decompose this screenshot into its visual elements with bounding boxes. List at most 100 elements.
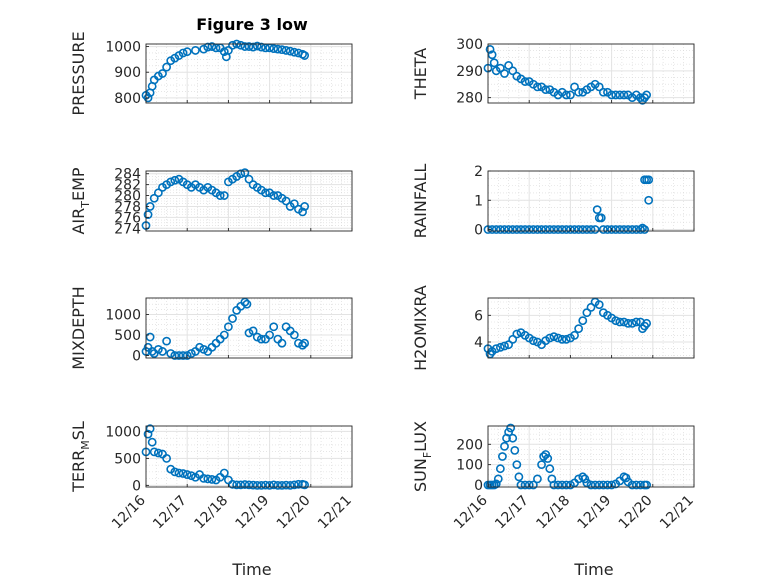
data-point [619, 90, 629, 100]
data-point [623, 225, 633, 234]
data-point [269, 322, 279, 332]
data-point [512, 225, 522, 234]
data-point [500, 225, 509, 234]
data-point [203, 474, 213, 484]
x-tick-label: 12/16 [109, 492, 149, 532]
data-point [170, 351, 180, 360]
data-point [219, 191, 229, 200]
data-point [199, 44, 209, 54]
x-tick-label: 12/19 [233, 493, 273, 533]
data-point [508, 66, 518, 76]
data-point [627, 318, 637, 328]
subplot-6: 0 500 1000 12/16 12/17 12/18 12/19 12/20 12/21 TE… [69, 421, 355, 532]
y-axis-label: SUNFLUX [411, 421, 434, 492]
data-point [298, 207, 307, 217]
x-tick-label: 12/21 [315, 493, 355, 533]
data-point [561, 480, 571, 490]
data-point [627, 225, 637, 234]
axes-box [487, 297, 695, 359]
data-point [248, 326, 258, 336]
data-point [607, 480, 616, 490]
data-point [289, 47, 299, 57]
data-point [504, 225, 513, 234]
data-point [549, 480, 559, 490]
data-point [644, 195, 654, 205]
data-point [561, 225, 571, 234]
data-point [199, 344, 209, 354]
data-point [153, 448, 163, 458]
data-point [627, 480, 637, 490]
subplot-3: 0 1 2 RAINFALL [411, 164, 695, 239]
data-point [294, 479, 303, 489]
data-point [504, 340, 513, 350]
data-point [623, 318, 633, 328]
data-point [269, 191, 279, 200]
subplot-7: 0 100 200 12/16 12/17 12/18 12/19 12/20 12/21 SUN… [411, 421, 697, 532]
data-point [285, 46, 295, 56]
data-point [149, 193, 159, 203]
data-point [219, 468, 229, 478]
chart-title: Figure 3 low [196, 15, 308, 34]
data-point [557, 225, 567, 234]
data-point [244, 42, 254, 51]
data-point [240, 480, 250, 489]
data-point [219, 47, 229, 57]
data-point [166, 177, 176, 187]
data-point [594, 300, 604, 310]
data-point [182, 47, 192, 57]
data-point [549, 225, 559, 234]
data-point [300, 480, 310, 490]
data-point [178, 469, 188, 478]
data-point [520, 480, 530, 490]
data-point [590, 480, 600, 490]
x-axis-label-left: Time [231, 560, 271, 579]
data-point [199, 473, 209, 483]
y-tick-label: 276 [114, 210, 141, 226]
y-tick-label: 0 [474, 478, 483, 494]
data-point [498, 452, 507, 461]
x-tick-label: 12/16 [451, 492, 491, 532]
data-point [207, 42, 217, 51]
data-point [514, 472, 524, 482]
data-point [228, 314, 237, 323]
data-point [537, 460, 546, 470]
data-point [516, 225, 526, 234]
data-point [273, 44, 283, 54]
data-point [191, 46, 200, 55]
data-point [495, 342, 505, 352]
data-point [533, 474, 542, 484]
data-point [170, 467, 180, 477]
y-axis-label: MIXDEPTH [69, 286, 88, 369]
data-point [289, 330, 299, 340]
data-point [495, 464, 505, 474]
y-axis-label: PRESSURE [69, 31, 88, 115]
data-point [603, 225, 612, 234]
data-point [520, 225, 530, 234]
data-point [236, 169, 246, 179]
data-point [219, 330, 229, 340]
data-point [541, 85, 551, 94]
data-point [574, 87, 584, 97]
data-point [281, 480, 291, 490]
axes-box [487, 43, 695, 104]
data-point [261, 188, 270, 198]
data-point [236, 40, 246, 50]
data-point [607, 90, 616, 100]
data-point [638, 223, 647, 233]
data-point [574, 324, 584, 334]
data-point [553, 225, 563, 234]
data-point [170, 175, 180, 185]
data-point [294, 338, 303, 348]
data-point [289, 199, 299, 209]
data-point [570, 82, 579, 92]
data-point [561, 334, 571, 344]
data-point [557, 480, 567, 490]
data-point [524, 480, 534, 490]
data-point [508, 334, 518, 344]
data-point [143, 210, 153, 220]
data-point [541, 225, 551, 234]
data-point [607, 225, 616, 234]
y-tick-label: 1000 [105, 307, 141, 323]
y-axis-label: TERRMSL [69, 421, 92, 493]
data-point [596, 213, 606, 223]
